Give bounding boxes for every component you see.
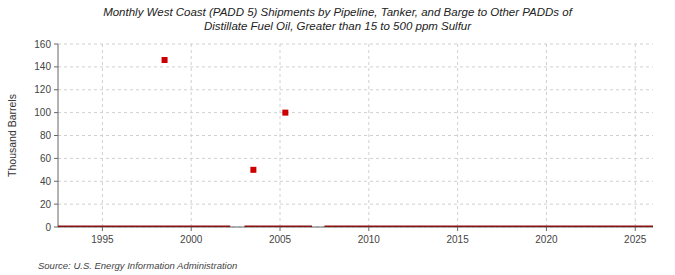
- y-tick: [54, 181, 58, 182]
- x-grid-line: [191, 44, 192, 227]
- title: Monthly West Coast (PADD 5) Shipments by…: [103, 6, 574, 32]
- grid: [58, 44, 653, 227]
- y-grid-line: [58, 158, 653, 159]
- x-tick-label: 2025: [624, 234, 647, 245]
- x-grid-line: [457, 44, 458, 227]
- x-tick: [546, 227, 547, 231]
- y-tick-label: 80: [40, 130, 52, 141]
- y-grid-line: [58, 204, 653, 205]
- x-tick-label: 1995: [91, 234, 114, 245]
- y-grid-line: [58, 227, 653, 228]
- x-axis-line: [58, 227, 653, 228]
- y-tick-label: 0: [45, 222, 51, 233]
- y-tick: [54, 89, 58, 90]
- data-point: [282, 110, 288, 116]
- line-segment: [58, 226, 653, 228]
- y-tick-label: 20: [40, 199, 52, 210]
- y-tick: [54, 227, 58, 228]
- x-grid-line: [546, 44, 547, 227]
- y-tick-label: 100: [34, 107, 51, 118]
- y-axis-line: [58, 44, 59, 227]
- x-tick: [102, 227, 103, 231]
- y-tick-label: 60: [40, 153, 52, 164]
- y-grid-line: [58, 44, 653, 45]
- y-tick: [54, 204, 58, 205]
- x-tick: [191, 227, 192, 231]
- y-tick: [54, 158, 58, 159]
- y-grid-line: [58, 135, 653, 136]
- y-grid-line: [58, 181, 653, 182]
- x-tick: [457, 227, 458, 231]
- source-note: Source: U.S. Energy Information Administ…: [38, 260, 237, 271]
- y-grid-line: [58, 66, 653, 67]
- x-tick: [368, 227, 369, 231]
- y-tick-label: 40: [40, 176, 52, 187]
- plot-area: [58, 57, 653, 227]
- x-tick-label: 2005: [269, 234, 292, 245]
- data-point: [250, 167, 256, 173]
- x-grid-line: [368, 44, 369, 227]
- x-tick-label: 2010: [358, 234, 381, 245]
- y-grid-line: [58, 112, 653, 113]
- y-tick: [54, 66, 58, 67]
- y-tick: [54, 135, 58, 136]
- chart: Monthly West Coast (PADD 5) Shipments by…: [0, 0, 675, 275]
- y-tick: [54, 44, 58, 45]
- x-grid-line: [280, 44, 281, 227]
- x-tick-label: 2020: [535, 234, 558, 245]
- y-grid-line: [58, 89, 653, 90]
- x-grid-line: [635, 44, 636, 227]
- y-tick-label: 160: [34, 39, 51, 50]
- y-axis-label: Thousand Barrels: [6, 94, 18, 177]
- x-tick-label: 2000: [180, 234, 203, 245]
- y-tick-label: 140: [34, 61, 51, 72]
- y-tick: [54, 112, 58, 113]
- y-tick-label: 120: [34, 84, 51, 95]
- data-point: [162, 57, 168, 63]
- x-tick-label: 2015: [447, 234, 470, 245]
- x-grid-line: [102, 44, 103, 227]
- x-tick: [280, 227, 281, 231]
- x-tick: [635, 227, 636, 231]
